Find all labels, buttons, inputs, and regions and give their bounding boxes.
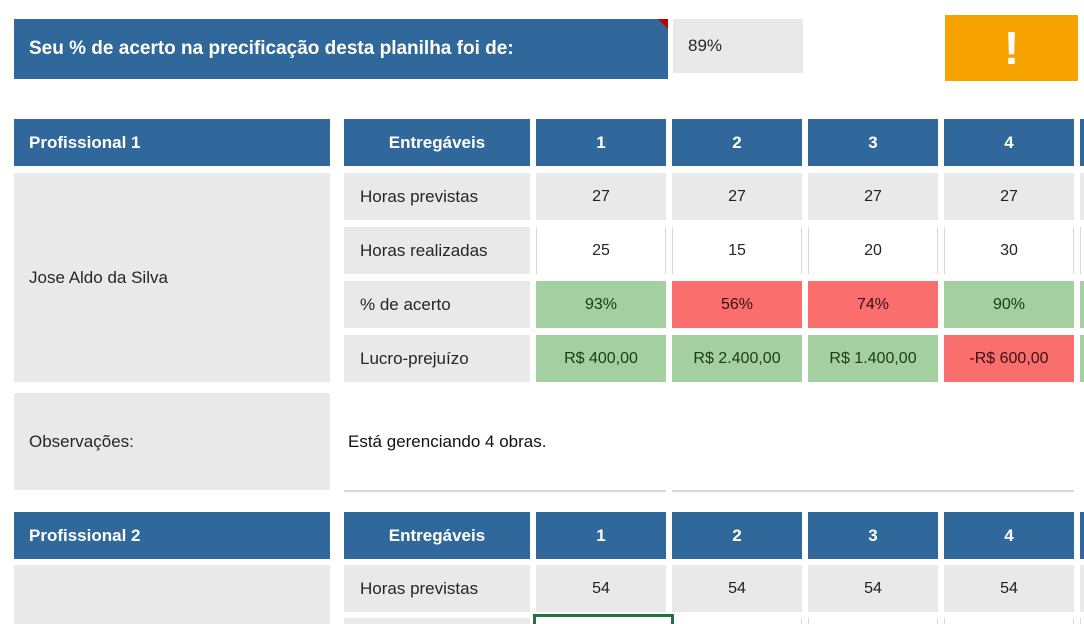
row-values: 93% 56% 74% 90%: [536, 281, 1084, 328]
value-cell[interactable]: [672, 618, 802, 624]
value-cell[interactable]: 27: [808, 173, 938, 220]
row-label-cell[interactable]: Horas previstas: [344, 565, 530, 612]
value-cell[interactable]: 27: [944, 173, 1074, 220]
value-cell[interactable]: 54: [944, 565, 1074, 612]
deliverables-header-cell[interactable]: Entregáveis: [344, 512, 530, 559]
value-cell[interactable]: 25: [536, 227, 666, 274]
table2-row-horas-previstas: Horas previstas 54 54 54 54: [0, 565, 1084, 612]
value-cell[interactable]: [808, 618, 938, 624]
value-cell[interactable]: 15: [672, 227, 802, 274]
value-cell[interactable]: [944, 618, 1074, 624]
professional1-title-cell[interactable]: Profissional 1: [14, 119, 330, 166]
table1-row-horas-previstas: Horas previstas 27 27 27 27: [0, 173, 1084, 220]
table1-row-horas-realizadas: Horas realizadas 25 15 20 30: [0, 227, 1084, 274]
professional2-title-cell[interactable]: Profissional 2: [14, 512, 330, 559]
row-values: R$ 400,00 R$ 2.400,00 R$ 1.400,00 -R$ 600,0…: [536, 335, 1084, 382]
value-cell[interactable]: R$ 400,00: [536, 335, 666, 382]
clipped-value-cell[interactable]: [1080, 565, 1084, 612]
accuracy-value-cell[interactable]: 89%: [673, 19, 803, 73]
row-label-cell[interactable]: Horas realizadas: [344, 227, 530, 274]
row-values: 25 15 20 30: [536, 227, 1084, 274]
table1-row-pct-acerto: % de acerto 93% 56% 74% 90%: [0, 281, 1084, 328]
accuracy-banner-cell[interactable]: Seu % de acerto na precificação desta pl…: [14, 19, 668, 79]
observations-underline-right: [672, 490, 1074, 492]
row-values: 54 54 54 54: [536, 565, 1084, 612]
column-header-cell[interactable]: 3: [808, 512, 938, 559]
value-cell[interactable]: -R$ 600,00: [944, 335, 1074, 382]
column-header-cell[interactable]: 4: [944, 119, 1074, 166]
professional1-name-cell[interactable]: Jose Aldo da Silva: [14, 173, 330, 382]
value-cell[interactable]: 54: [536, 565, 666, 612]
clipped-value-cell[interactable]: [1080, 281, 1084, 328]
value-cell[interactable]: 27: [536, 173, 666, 220]
table1-row-lucro-prejuizo: Lucro-prejuízo R$ 400,00 R$ 2.400,00 R$ 1.…: [0, 335, 1084, 382]
column-header-cell[interactable]: 4: [944, 512, 1074, 559]
observations-underline-left: [344, 490, 666, 492]
value-cell[interactable]: R$ 2.400,00: [672, 335, 802, 382]
active-cell-selection-border[interactable]: [533, 614, 674, 624]
clipped-column-header-cell[interactable]: [1080, 512, 1084, 559]
row-values: 27 27 27 27: [536, 173, 1084, 220]
column-header-cell[interactable]: 3: [808, 119, 938, 166]
value-cell[interactable]: 30: [944, 227, 1074, 274]
observations-text-cell[interactable]: Está gerenciando 4 obras.: [344, 393, 1074, 490]
value-cell[interactable]: 90%: [944, 281, 1074, 328]
row-label-cell[interactable]: % de acerto: [344, 281, 530, 328]
clipped-column-header-cell[interactable]: [1080, 119, 1084, 166]
accuracy-banner-label: Seu % de acerto na precificação desta pl…: [29, 38, 514, 59]
clipped-value-cell[interactable]: [1080, 227, 1084, 274]
clipped-value-cell[interactable]: [1080, 335, 1084, 382]
column-header-cell[interactable]: 2: [672, 512, 802, 559]
value-cell[interactable]: 54: [808, 565, 938, 612]
value-cell[interactable]: 20: [808, 227, 938, 274]
row-label-cell[interactable]: Lucro-prejuízo: [344, 335, 530, 382]
column-header-cell[interactable]: 1: [536, 512, 666, 559]
row-label-cell[interactable]: [344, 618, 530, 624]
column-header-cell[interactable]: 2: [672, 119, 802, 166]
professional2-name-cell[interactable]: [14, 565, 330, 624]
value-cell[interactable]: 56%: [672, 281, 802, 328]
alert-exclamation-icon[interactable]: !: [945, 15, 1078, 81]
deliverables-header-cell[interactable]: Entregáveis: [344, 119, 530, 166]
value-cell[interactable]: 74%: [808, 281, 938, 328]
observations-label-cell[interactable]: Observações:: [14, 393, 330, 490]
value-cell[interactable]: 93%: [536, 281, 666, 328]
value-cell[interactable]: 54: [672, 565, 802, 612]
clipped-value-cell[interactable]: [1080, 618, 1084, 624]
value-cell[interactable]: 27: [672, 173, 802, 220]
clipped-value-cell[interactable]: [1080, 173, 1084, 220]
value-cell[interactable]: R$ 1.400,00: [808, 335, 938, 382]
row-label-cell[interactable]: Horas previstas: [344, 173, 530, 220]
column-header-cell[interactable]: 1: [536, 119, 666, 166]
comment-marker-icon: [658, 19, 668, 29]
